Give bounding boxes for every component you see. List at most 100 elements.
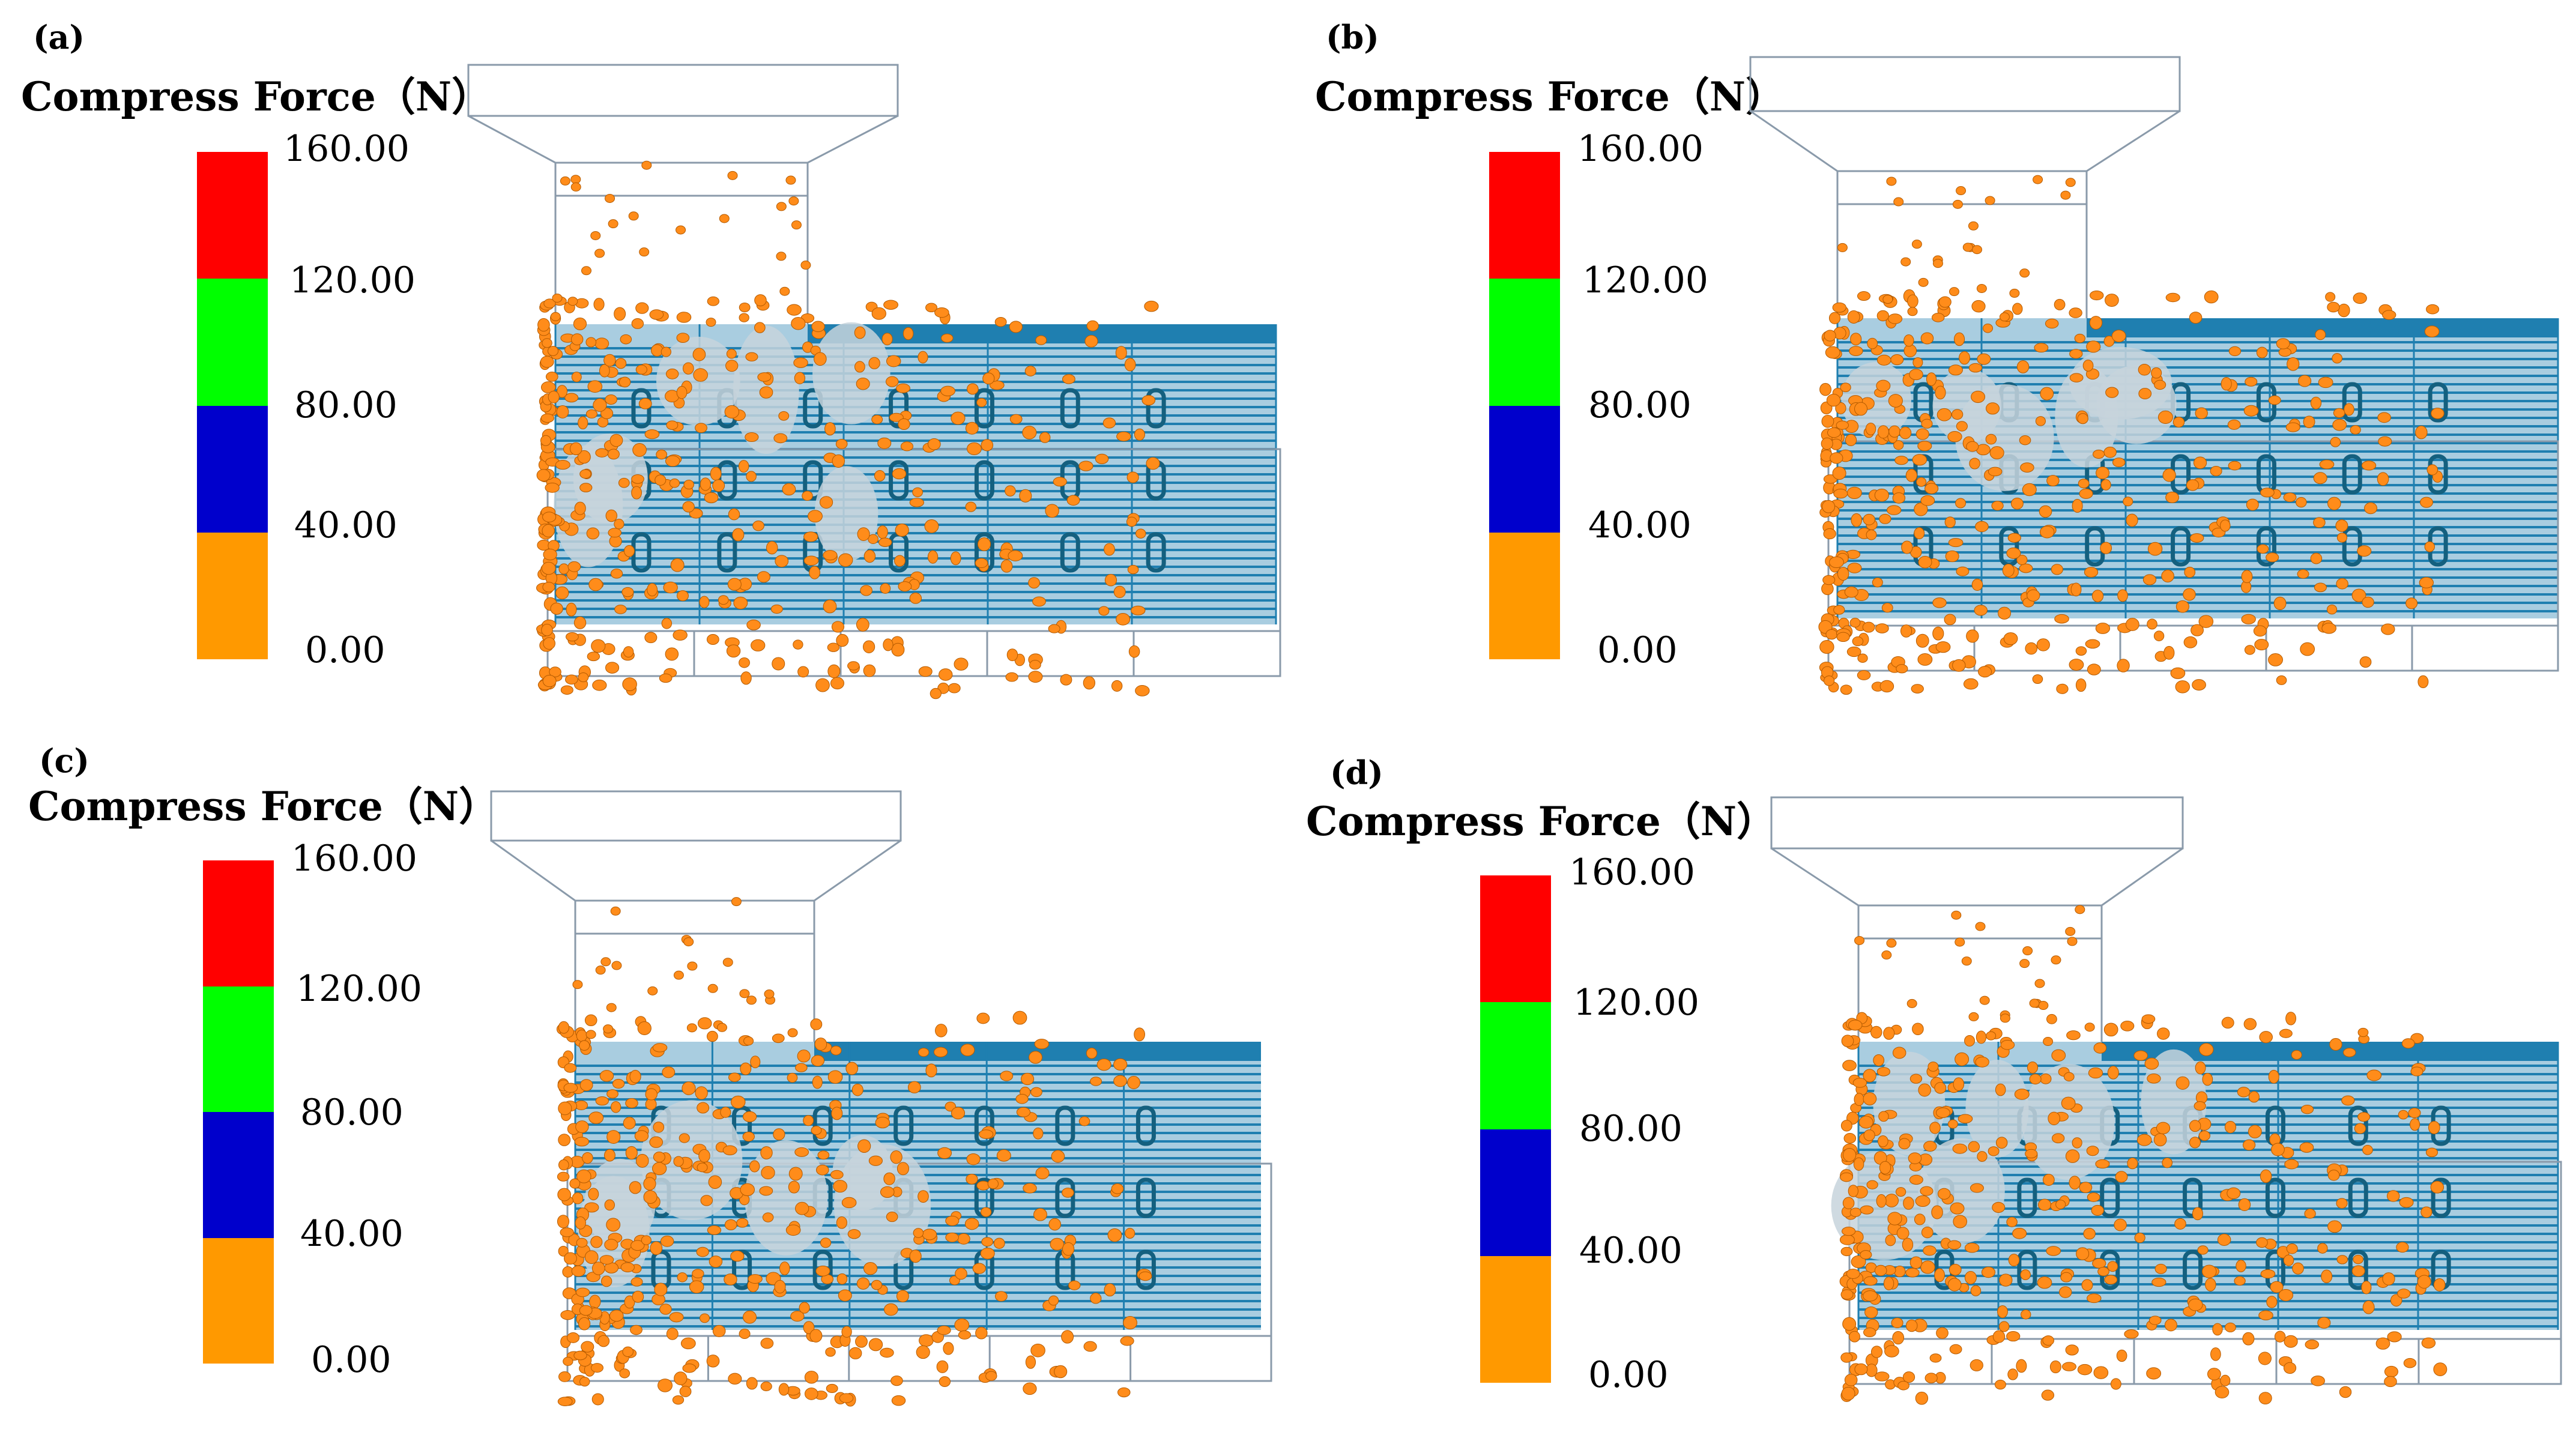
particle [838, 1289, 852, 1302]
particle [2046, 1246, 2061, 1256]
particle [1138, 1271, 1152, 1281]
particle [2278, 1289, 2294, 1302]
particle [1048, 1295, 1059, 1306]
particle [1840, 1172, 1853, 1182]
particle [2357, 1112, 2371, 1122]
particle [2284, 1335, 2298, 1348]
particle [868, 534, 878, 545]
particle [808, 510, 823, 523]
particle [1863, 1290, 1878, 1302]
particle [630, 1240, 645, 1251]
particle [762, 1212, 774, 1222]
particle [2077, 1364, 2093, 1376]
particle [836, 633, 849, 647]
particle [2060, 190, 2071, 200]
particle [573, 1350, 587, 1361]
particle [2287, 357, 2300, 371]
particle [1900, 257, 1911, 267]
particle [2300, 1104, 2314, 1114]
particle [540, 435, 551, 446]
particle [1000, 1071, 1014, 1081]
particle [608, 219, 618, 229]
particle [1881, 950, 1892, 960]
particle [2386, 1190, 2400, 1202]
particle [571, 1265, 586, 1277]
particle [1912, 454, 1927, 466]
particle [1012, 1011, 1027, 1025]
particle [2165, 491, 2179, 503]
particle [2153, 1133, 2167, 1147]
particle [809, 566, 820, 579]
particle [1975, 521, 1989, 533]
particle [2276, 338, 2290, 349]
particle [2114, 1218, 2127, 1231]
particle [1823, 528, 1836, 540]
screen-bracket [1055, 1177, 1075, 1218]
particle [1905, 1267, 1920, 1278]
particle [1028, 577, 1040, 589]
particle [1997, 1305, 2008, 1319]
particle [2304, 1209, 2316, 1219]
particle [1917, 653, 1933, 666]
hopper-top [1770, 796, 2184, 850]
particle [543, 548, 557, 561]
particle [1860, 1205, 1874, 1215]
particle [760, 1146, 773, 1159]
particle [802, 491, 813, 501]
particle [1090, 1293, 1102, 1304]
particle [2378, 436, 2392, 447]
particle [622, 677, 637, 692]
particle [2315, 329, 2326, 340]
particle [1826, 393, 1841, 407]
particle [1000, 560, 1013, 573]
particle [573, 616, 587, 629]
particle [2025, 1149, 2038, 1159]
screen-bracket [2342, 454, 2362, 495]
particle [1120, 1336, 1134, 1346]
particle [803, 531, 818, 542]
particle [2019, 268, 2030, 278]
particle [566, 632, 579, 642]
particle [1923, 1245, 1937, 1256]
particle [2054, 298, 2066, 310]
particle [2019, 959, 2030, 968]
particle [1116, 431, 1131, 442]
particle [1975, 922, 1986, 931]
particle [718, 595, 729, 605]
particle [2299, 1142, 2314, 1153]
particle [746, 995, 757, 1005]
particle [2268, 653, 2283, 666]
particle [1918, 277, 1929, 287]
particle [1903, 1197, 1914, 1210]
particle [632, 1290, 644, 1303]
particle [2237, 1087, 2251, 1098]
particle [909, 592, 922, 604]
particle [2243, 1018, 2257, 1030]
particle [1929, 1353, 1942, 1363]
particle [1900, 624, 1912, 638]
particle [2036, 638, 2050, 651]
particle [1931, 1205, 1943, 1219]
particle [1845, 434, 1857, 446]
particle [654, 1282, 668, 1296]
particle [629, 1181, 642, 1194]
particle [1999, 312, 2010, 322]
particle [651, 344, 664, 357]
particle [1944, 516, 1956, 528]
particle [2170, 667, 2186, 679]
particle [1953, 1077, 1965, 1091]
particle [2191, 624, 2204, 636]
particle [912, 487, 923, 498]
particle [547, 346, 559, 356]
legend-title: Compress Force（N） [1315, 73, 1786, 120]
particle [542, 582, 555, 593]
particle [1956, 421, 1968, 432]
screen-bracket [974, 460, 994, 501]
particle [1937, 408, 1952, 421]
panel-c: (c) Compress Force（N） 160.00 120.00 80.0… [0, 714, 1288, 1429]
particle [1985, 196, 1995, 205]
particle [981, 1237, 994, 1247]
particle [557, 1171, 570, 1182]
particle [565, 674, 578, 685]
particle [1971, 300, 1986, 313]
